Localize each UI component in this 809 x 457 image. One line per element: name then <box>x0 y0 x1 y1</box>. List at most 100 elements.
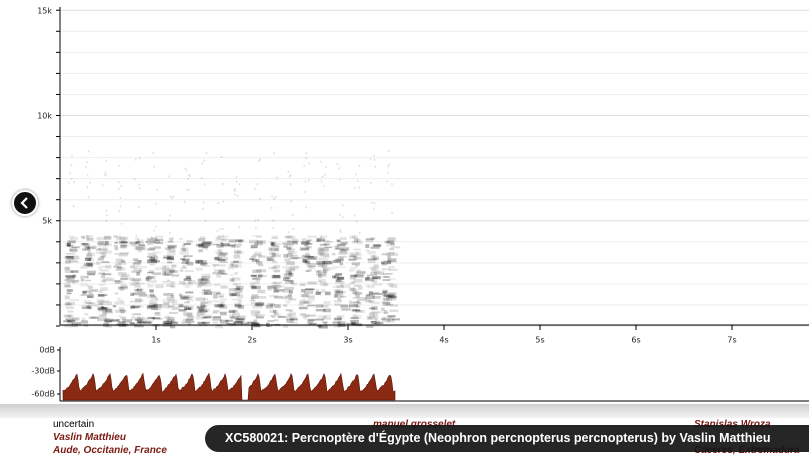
recordist[interactable]: Vaslin Matthieu <box>53 432 126 443</box>
noise <box>198 249 204 252</box>
noise <box>81 235 85 238</box>
noise <box>200 263 207 267</box>
noise <box>334 318 342 321</box>
noise <box>101 265 111 268</box>
noise <box>215 292 220 295</box>
noise <box>369 267 376 270</box>
noise <box>182 265 186 269</box>
noise <box>217 249 222 253</box>
x-tick-label: 1s <box>151 336 160 345</box>
noise <box>86 252 96 257</box>
noise <box>88 150 90 153</box>
noise <box>271 284 281 288</box>
noise <box>153 229 155 232</box>
noise <box>68 247 77 251</box>
recordist[interactable]: manuel grosselet <box>373 418 455 431</box>
noise <box>81 244 90 247</box>
noise <box>332 321 341 324</box>
noise <box>120 259 126 262</box>
noise <box>187 279 196 284</box>
noise <box>103 311 113 314</box>
noise <box>199 279 209 284</box>
noise <box>97 257 104 261</box>
noise <box>318 278 326 283</box>
noise <box>367 250 376 255</box>
noise <box>64 255 74 258</box>
noise <box>181 261 189 265</box>
noise <box>356 254 363 257</box>
noise <box>389 304 399 307</box>
noise <box>104 171 107 174</box>
noise <box>181 320 191 324</box>
noise <box>198 243 203 248</box>
noise <box>121 273 130 278</box>
noise <box>388 266 395 269</box>
noise <box>147 280 157 283</box>
noise <box>195 306 203 309</box>
noise <box>85 276 89 279</box>
noise <box>315 318 324 321</box>
noise <box>186 239 193 244</box>
noise <box>339 213 341 216</box>
noise <box>72 274 77 278</box>
noise <box>371 280 378 283</box>
noise <box>64 303 72 306</box>
previous-button[interactable] <box>12 190 38 216</box>
noise <box>80 236 86 239</box>
noise <box>367 274 371 278</box>
noise <box>231 277 241 281</box>
noise <box>66 253 73 255</box>
noise <box>250 281 260 285</box>
noise <box>113 244 118 247</box>
noise <box>288 279 293 283</box>
noise <box>201 291 209 295</box>
noise <box>266 257 272 262</box>
noise <box>237 315 247 318</box>
noise <box>236 194 239 197</box>
noise <box>381 267 386 271</box>
noise <box>172 237 174 240</box>
noise <box>130 322 137 325</box>
noise <box>147 259 157 264</box>
noise <box>213 283 221 287</box>
noise <box>287 271 292 275</box>
noise <box>290 200 293 203</box>
noise <box>182 282 193 286</box>
noise <box>120 309 126 313</box>
recording-caption[interactable]: XC580021: Percnoptère d'Égypte (Neophron… <box>205 425 809 452</box>
recordist[interactable]: Stanislas Wroza <box>694 418 771 431</box>
noise <box>255 226 257 229</box>
noise <box>349 304 359 308</box>
noise <box>252 254 262 257</box>
noise <box>118 253 128 257</box>
noise <box>120 222 123 225</box>
noise <box>195 267 203 271</box>
noise <box>229 317 237 320</box>
noise <box>153 246 161 249</box>
noise <box>267 285 275 290</box>
noise <box>82 290 87 294</box>
noise <box>387 165 390 168</box>
noise <box>217 202 219 205</box>
noise <box>357 238 361 243</box>
noise <box>98 314 107 318</box>
noise <box>138 269 143 272</box>
noise <box>131 317 141 321</box>
noise <box>182 255 186 258</box>
noise <box>89 181 91 184</box>
noise <box>167 252 176 256</box>
noise <box>372 295 381 299</box>
noise <box>251 314 258 316</box>
noise <box>164 269 175 274</box>
noise <box>332 252 336 256</box>
noise <box>370 320 381 323</box>
noise <box>138 293 148 297</box>
noise <box>67 320 76 323</box>
noise <box>284 235 292 239</box>
noise <box>386 318 395 323</box>
noise <box>216 304 224 308</box>
noise <box>130 292 135 296</box>
noise <box>119 205 122 208</box>
noise <box>146 248 156 251</box>
noise <box>169 270 179 273</box>
